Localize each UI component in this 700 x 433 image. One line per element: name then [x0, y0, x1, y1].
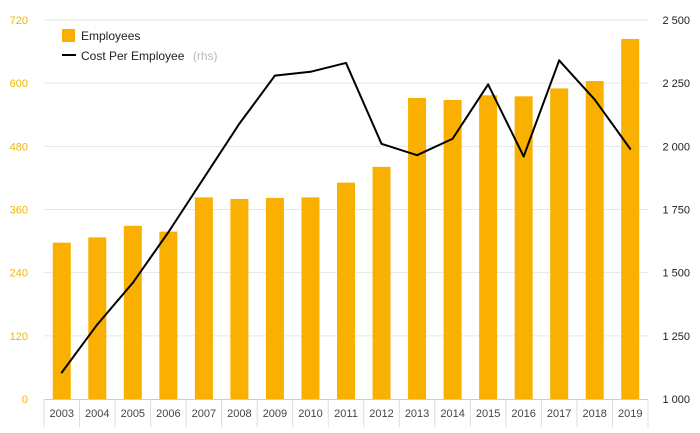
bar-employees	[621, 38, 640, 399]
y-left-tick-label: 120	[10, 331, 28, 343]
legend-label-rhs: (rhs)	[193, 49, 218, 63]
x-tick-label: 2007	[192, 408, 216, 420]
x-tick-label: 2011	[334, 408, 358, 420]
y-right-tick-label: 1 000	[662, 394, 690, 406]
y-left-tick-label: 0	[22, 394, 28, 406]
y-right-tick-label: 1 750	[662, 205, 690, 217]
bar-employees	[443, 100, 462, 399]
x-tick-label: 2012	[369, 408, 393, 420]
y-left-tick-label: 240	[10, 268, 28, 280]
line-point-cost-per-employee	[558, 59, 561, 62]
bar-employees	[479, 95, 498, 399]
bar-employees	[194, 197, 213, 399]
y-right-tick-label: 1 250	[662, 331, 690, 343]
line-point-cost-per-employee	[593, 98, 596, 101]
x-tick-label: 2008	[227, 408, 251, 420]
y-right-tick-label: 2 500	[662, 15, 690, 27]
x-tick-label: 2017	[547, 408, 571, 420]
legend-swatch-employees	[62, 29, 75, 42]
legend-label-employees: Employees	[81, 29, 140, 43]
y-left-tick-label: 720	[10, 15, 28, 27]
axes: 0 120 240 360 480 600 720 1 000 1 250 1 500 1 750 2…	[10, 15, 690, 427]
line-point-cost-per-employee	[131, 281, 134, 284]
bar-employees	[514, 96, 533, 399]
x-tick-label: 2004	[85, 408, 109, 420]
line-point-cost-per-employee	[451, 137, 454, 140]
line-point-cost-per-employee	[238, 122, 241, 125]
bar-employees	[550, 88, 569, 400]
line-point-cost-per-employee	[309, 70, 312, 73]
line-point-cost-per-employee	[60, 371, 63, 374]
bar-employees	[372, 166, 391, 399]
x-tick-label: 2014	[440, 408, 464, 420]
line-point-cost-per-employee	[202, 176, 205, 179]
x-tick-label: 2019	[618, 408, 642, 420]
y-left-tick-label: 360	[10, 205, 28, 217]
bar-employees	[230, 198, 249, 399]
line-point-cost-per-employee	[629, 147, 632, 150]
bar-employees	[337, 182, 355, 399]
line-point-cost-per-employee	[416, 154, 419, 157]
x-tick-label: 2013	[405, 408, 429, 420]
line-point-cost-per-employee	[345, 61, 347, 64]
y-right-tick-label: 2 000	[662, 141, 690, 153]
legend: Employees Cost Per Employee (rhs)	[62, 29, 218, 64]
bar-employees	[88, 237, 107, 399]
x-tick-label: 2016	[511, 408, 535, 420]
bar-employees	[52, 242, 71, 399]
bar-employees	[408, 97, 427, 400]
y-right-tick-label: 2 250	[662, 78, 690, 90]
y-right-tick-label: 1 500	[662, 268, 690, 280]
line-point-cost-per-employee	[487, 83, 490, 86]
x-tick-label: 2018	[582, 408, 606, 420]
bar-employees	[265, 197, 284, 399]
line-point-cost-per-employee	[273, 74, 276, 77]
line-point-cost-per-employee	[380, 142, 383, 145]
x-tick-label: 2005	[121, 408, 145, 420]
employees-bars	[52, 38, 640, 400]
x-tick-label: 2009	[263, 408, 287, 420]
x-tick-label: 2006	[156, 408, 180, 420]
bar-employees	[123, 225, 142, 399]
x-tick-label: 2010	[298, 408, 322, 420]
legend-label-cost-per-employee: Cost Per Employee (rhs)	[81, 47, 218, 64]
line-point-cost-per-employee	[167, 231, 170, 234]
bar-employees	[159, 231, 178, 399]
line-point-cost-per-employee	[522, 155, 525, 158]
x-tick-label: 2015	[476, 408, 500, 420]
bar-employees	[585, 81, 604, 400]
x-tick-label: 2003	[50, 408, 74, 420]
cost-per-employee-line-group	[60, 59, 632, 374]
bar-employees	[301, 197, 320, 399]
y-left-tick-label: 480	[10, 141, 28, 153]
legend-label-cost-text: Cost Per Employee	[81, 49, 185, 63]
y-left-tick-label: 600	[10, 78, 28, 90]
line-point-cost-per-employee	[96, 323, 99, 326]
